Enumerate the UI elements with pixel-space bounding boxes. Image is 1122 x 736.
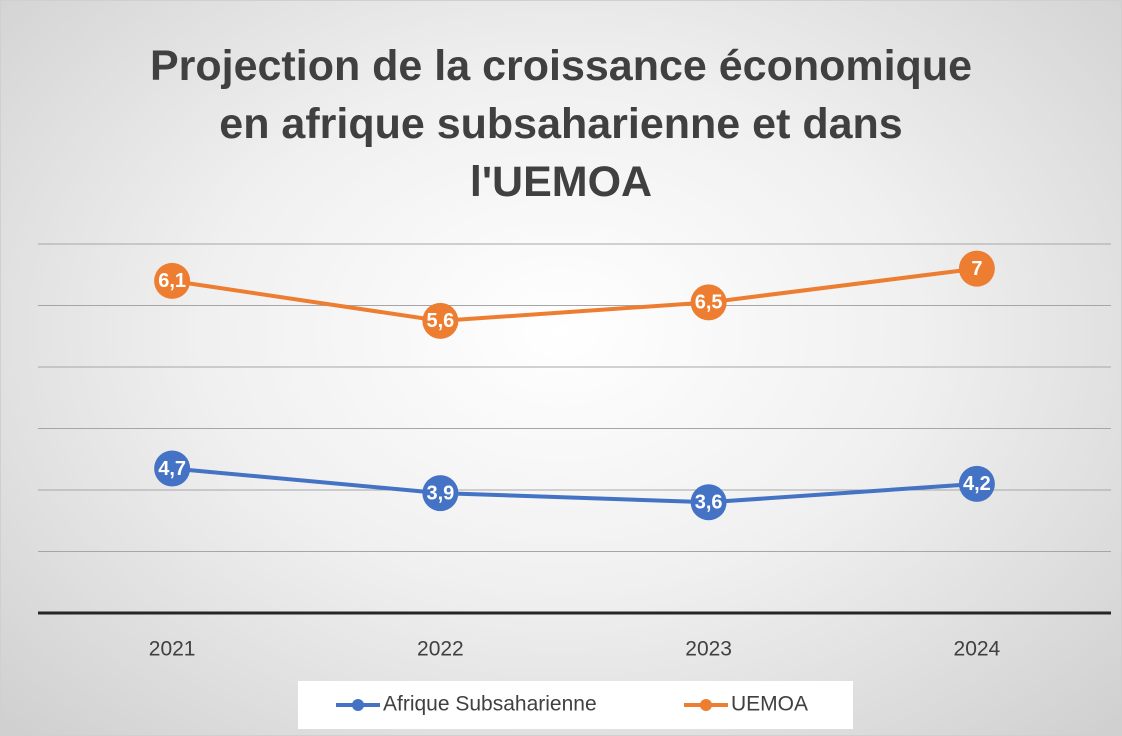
legend: Afrique Subsaharienne UEMOA — [298, 681, 853, 729]
x-tick-label: 2021 — [149, 638, 196, 661]
data-label: 5,6 — [426, 310, 454, 332]
x-tick-label: 2022 — [417, 638, 464, 661]
data-point — [958, 250, 995, 287]
legend-label: Afrique Subsaharienne — [383, 693, 597, 716]
line-series — [171, 266, 978, 323]
data-point — [154, 262, 191, 299]
data-point — [958, 465, 995, 502]
data-point — [154, 450, 191, 487]
data-point — [690, 284, 727, 321]
data-point — [690, 484, 727, 521]
legend-marker — [352, 699, 364, 711]
data-point — [422, 475, 459, 512]
chart-title: Projection de la croissance économique e… — [149, 42, 973, 206]
legend-box — [298, 681, 853, 729]
data-label: 7 — [971, 258, 982, 280]
data-label: 6,1 — [158, 270, 186, 292]
data-label: 3,9 — [426, 482, 454, 504]
data-label: 3,6 — [695, 492, 723, 514]
data-label: 6,5 — [695, 292, 723, 314]
line-series — [171, 466, 978, 505]
legend-label: UEMOA — [731, 693, 808, 716]
x-tick-label: 2023 — [685, 638, 732, 661]
legend-marker — [700, 699, 712, 711]
data-point — [422, 302, 459, 339]
data-label: 4,7 — [158, 458, 186, 480]
x-tick-label: 2024 — [954, 638, 1001, 661]
data-label: 4,2 — [963, 473, 991, 495]
